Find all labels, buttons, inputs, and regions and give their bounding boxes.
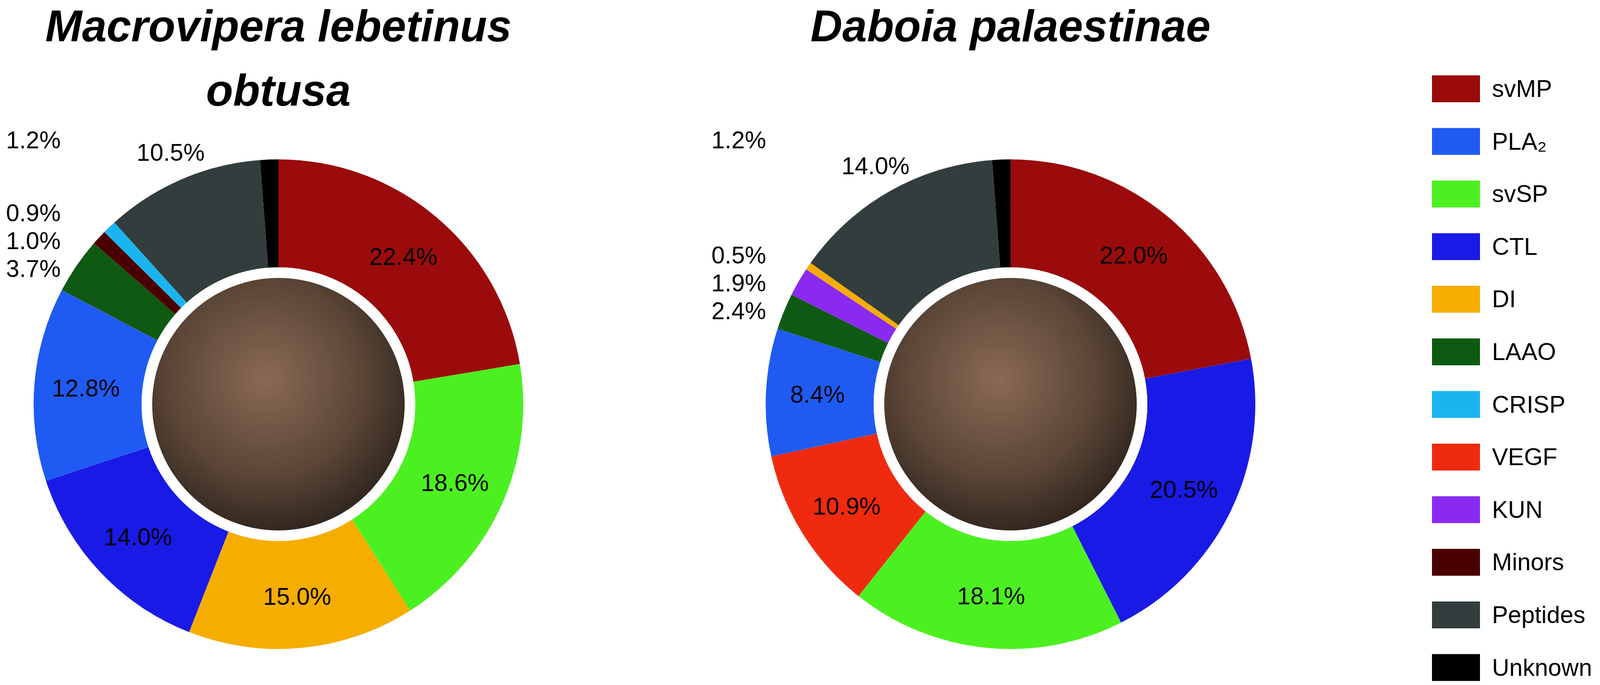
legend-swatch — [1431, 75, 1480, 103]
data-label: 2.4% — [711, 297, 767, 325]
center-ring — [141, 267, 416, 542]
legend-swatch — [1431, 601, 1480, 629]
data-label: 0.9% — [5, 199, 61, 227]
data-label: 18.6% — [421, 469, 490, 497]
data-label: 8.4% — [790, 381, 845, 409]
legend-label: CTL — [1491, 233, 1538, 261]
donut — [765, 159, 1256, 650]
legend-label: KUN — [1491, 496, 1543, 524]
chart-title: Macrovipera lebetinusobtusa — [45, 1, 512, 115]
data-label: 20.5% — [1149, 476, 1218, 504]
legend-swatch — [1431, 391, 1480, 419]
legend-swatch — [1431, 443, 1480, 471]
legend-label: svSP — [1491, 180, 1549, 208]
slice — [260, 159, 279, 268]
data-label: 1.0% — [5, 227, 61, 255]
slice — [992, 159, 1011, 268]
chart-title: Daboia palaestinae — [810, 1, 1211, 51]
legend-label: Minors — [1491, 548, 1564, 576]
legend-label: VEGF — [1491, 443, 1558, 471]
legend-swatch — [1431, 496, 1480, 524]
legend-label: svMP — [1491, 75, 1552, 103]
data-label: 0.5% — [711, 241, 767, 269]
data-label: 22.0% — [1099, 241, 1168, 269]
legend-label: PLA₂ — [1491, 128, 1547, 156]
data-label: 10.5% — [136, 139, 205, 167]
data-label: 18.1% — [957, 582, 1026, 610]
photo-placeholder — [884, 277, 1137, 531]
data-label: 12.8% — [51, 374, 121, 402]
legend: svMP PLA₂ svSP CTL DI LAAO CRISP VEGF KUN Minors P… — [1431, 75, 1592, 682]
legend-label: DI — [1491, 285, 1516, 313]
data-label: 14.0% — [104, 523, 173, 551]
data-label: 1.2% — [5, 126, 61, 154]
legend-label: LAAO — [1491, 338, 1556, 366]
figure: Macrovipera lebetinusobtusa 22.4% 18.6% 15.… — [0, 0, 1600, 685]
legend-swatch — [1431, 128, 1480, 156]
legend-swatch — [1431, 338, 1480, 366]
legend-swatch — [1431, 654, 1480, 682]
photo-placeholder — [152, 277, 405, 531]
legend-label: CRISP — [1491, 391, 1566, 419]
legend-swatch — [1431, 233, 1480, 261]
data-label: 1.2% — [711, 126, 767, 154]
data-label: 22.4% — [369, 243, 438, 271]
data-label: 1.9% — [711, 269, 767, 297]
legend-label: Unknown — [1491, 654, 1592, 682]
data-label: 14.0% — [841, 152, 910, 180]
data-label: 3.7% — [5, 255, 61, 283]
donut — [33, 159, 524, 650]
legend-swatch — [1431, 548, 1480, 576]
legend-label: Peptides — [1491, 601, 1586, 629]
legend-swatch — [1431, 180, 1480, 208]
data-label: 10.9% — [812, 493, 881, 520]
center-ring — [873, 267, 1148, 542]
legend-swatch — [1431, 285, 1480, 313]
data-label: 15.0% — [263, 583, 332, 611]
